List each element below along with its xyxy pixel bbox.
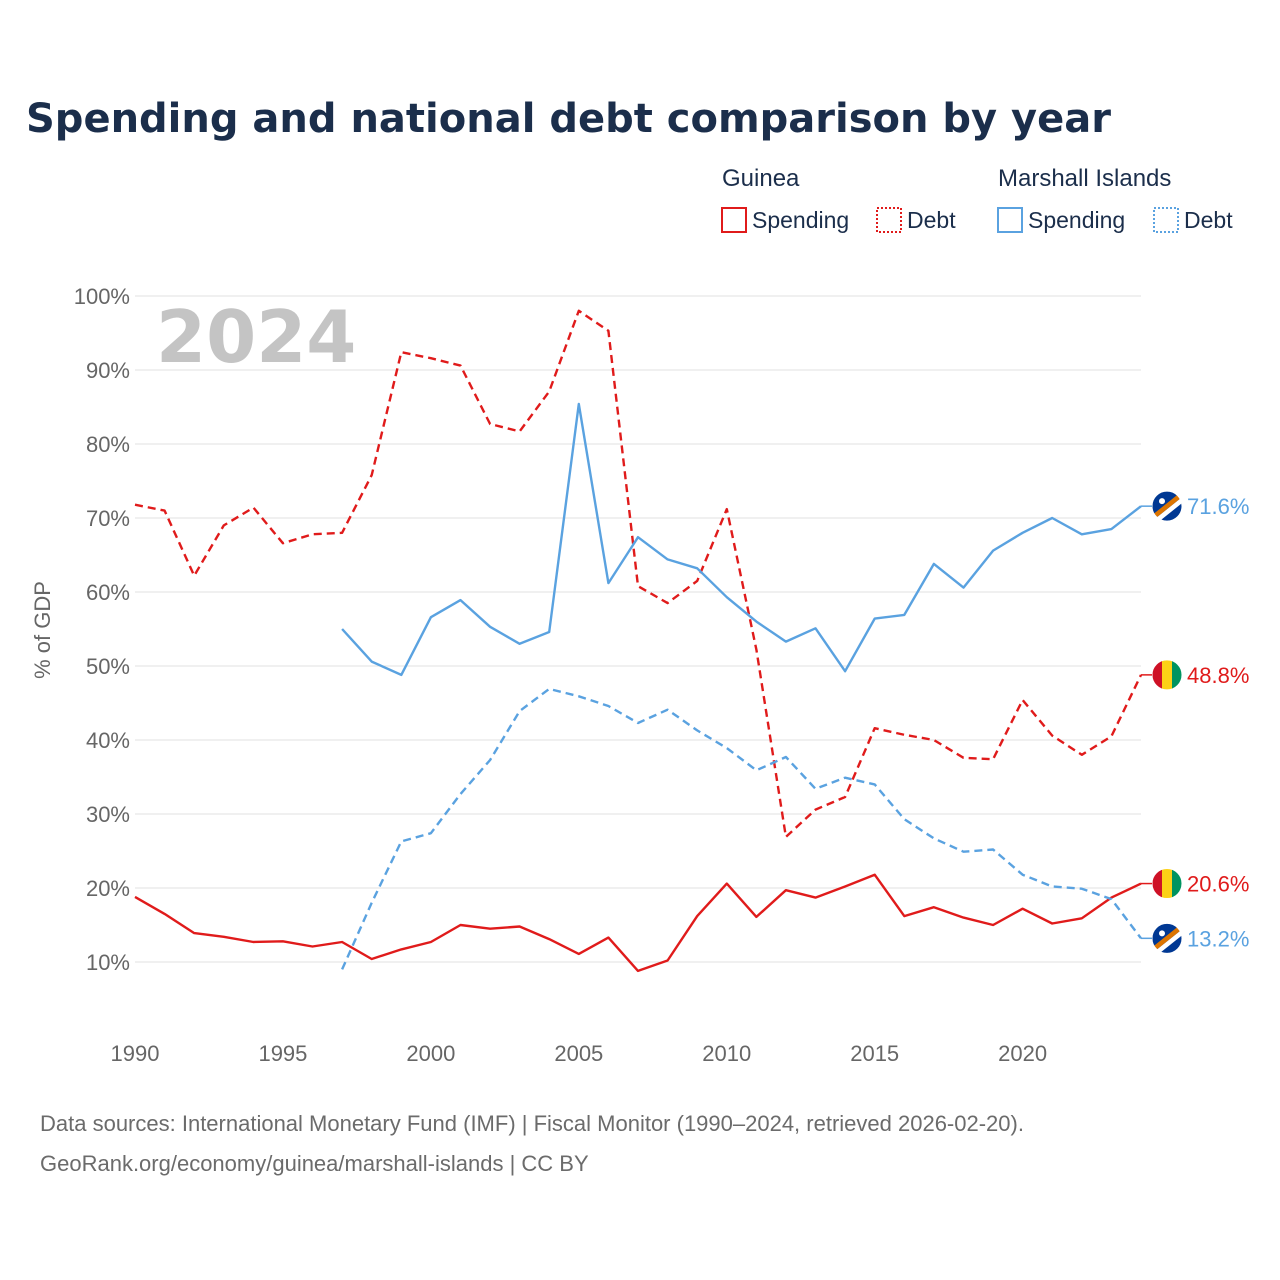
legend-group-guinea: Guinea: [722, 165, 800, 192]
x-tick-label: 2005: [554, 1041, 603, 1066]
marshall-islands-flag-icon: [1151, 922, 1183, 954]
y-tick-label: 10%: [86, 950, 130, 975]
series-line-guinea-spending: [134, 873, 1142, 973]
legend-label-marshall-debt: Debt: [1184, 207, 1233, 233]
end-value-label-guinea-debt: 48.8%: [1187, 663, 1249, 688]
legend-swatch-marshall-spending: [997, 207, 1023, 233]
legend-label-guinea-debt: Debt: [907, 207, 956, 233]
grid-lines: [135, 295, 1141, 963]
guinea-flag-icon: [1151, 659, 1183, 691]
y-axis-ticks: 10% 20% 30% 40% 50% 60% 70% 80% 90% 100%: [74, 284, 130, 975]
y-tick-label: 60%: [86, 580, 130, 605]
legend: Guinea Spending Debt Marshall Islands Sp…: [721, 165, 1233, 233]
source-line-1: Data sources: International Monetary Fun…: [40, 1111, 1024, 1136]
y-tick-label: 90%: [86, 358, 130, 383]
legend-swatch-guinea-spending: [721, 207, 747, 233]
end-value-label-marshall-islands-debt: 13.2%: [1187, 926, 1249, 951]
y-tick-label: 100%: [74, 284, 130, 309]
x-tick-label: 1990: [111, 1041, 160, 1066]
end-value-label-guinea-spending: 20.6%: [1187, 872, 1249, 897]
legend-group-marshall-islands: Marshall Islands: [998, 165, 1171, 192]
marshall-islands-flag-icon: [1151, 490, 1183, 522]
x-tick-label: 2020: [998, 1041, 1047, 1066]
legend-swatch-marshall-debt: [1153, 207, 1179, 233]
legend-label-marshall-spending: Spending: [1028, 207, 1125, 233]
y-tick-label: 30%: [86, 802, 130, 827]
guinea-flag-icon: [1151, 868, 1183, 900]
y-tick-label: 80%: [86, 432, 130, 457]
chart-title: Spending and national debt comparison by…: [26, 96, 1111, 142]
legend-label-guinea-spending: Spending: [752, 207, 849, 233]
end-value-label-marshall-islands-spending: 71.6%: [1187, 494, 1249, 519]
source-line-2: GeoRank.org/economy/guinea/marshall-isla…: [40, 1151, 589, 1176]
series-line-guinea-debt: [134, 309, 1143, 839]
end-markers: 20.6% 48.8% 71.6% 13.2%: [1141, 490, 1249, 954]
year-watermark: 2024: [156, 295, 356, 379]
legend-swatch-guinea-debt: [876, 207, 902, 233]
x-tick-label: 1995: [258, 1041, 307, 1066]
series-lines: [134, 309, 1143, 973]
y-tick-label: 20%: [86, 876, 130, 901]
y-tick-label: 40%: [86, 728, 130, 753]
series-line-marshall-islands-spending: [341, 402, 1142, 677]
series-line-marshall-islands-debt: [341, 687, 1142, 970]
y-tick-label: 70%: [86, 506, 130, 531]
x-tick-label: 2015: [850, 1041, 899, 1066]
y-axis-label: % of GDP: [30, 581, 55, 679]
x-tick-label: 2010: [702, 1041, 751, 1066]
x-tick-label: 2000: [406, 1041, 455, 1066]
y-tick-label: 50%: [86, 654, 130, 679]
x-axis-ticks: 1990 1995 2000 2005 2010 2015 2020: [111, 1041, 1048, 1066]
